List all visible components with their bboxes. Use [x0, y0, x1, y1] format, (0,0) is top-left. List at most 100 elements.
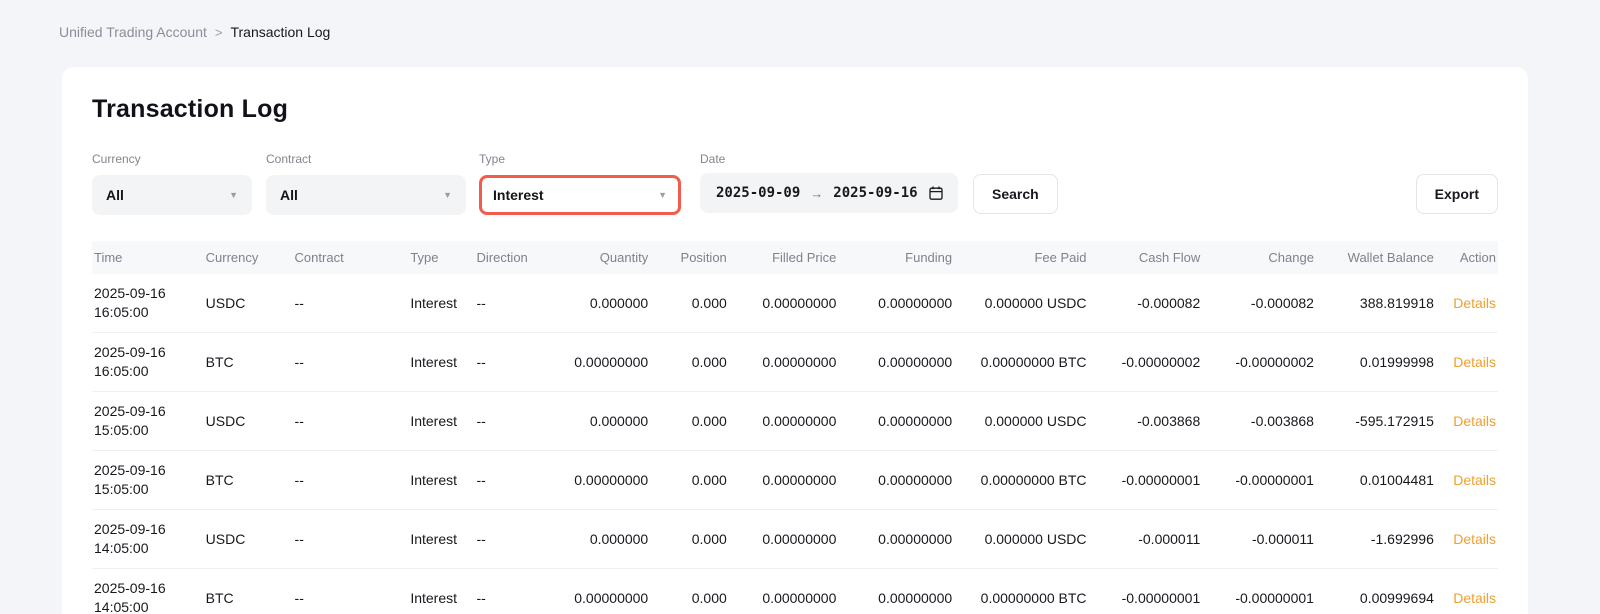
export-button[interactable]: Export — [1415, 174, 1498, 214]
cell-position: 0.000 — [650, 332, 729, 392]
transaction-table: Time Currency Contract Type Direction Quantit… — [92, 241, 1498, 614]
cell-position: 0.000 — [650, 450, 729, 510]
cell-filled_price: 0.00000000 — [728, 509, 839, 569]
page-title: Transaction Log — [92, 95, 289, 123]
col-header-wallet_balance: Wallet Balance — [1315, 241, 1436, 274]
details-link[interactable]: Details — [1453, 354, 1496, 370]
col-header-filled_price: Filled Price — [728, 241, 839, 274]
table-row: 2025-09-16 14:05:00 USDC -- Interest -- 0.0000… — [92, 509, 1498, 569]
cell-direction: -- — [474, 450, 556, 510]
search-button[interactable]: Search — [973, 174, 1058, 214]
cell-action: Details — [1435, 568, 1498, 614]
cell-quantity: 0.000000 — [555, 391, 651, 451]
cell-type: Interest — [408, 568, 475, 614]
contract-select-value: All — [280, 187, 298, 203]
cell-filled_price: 0.00000000 — [728, 450, 839, 510]
col-header-direction: Direction — [474, 241, 556, 274]
cell-time: 2025-09-16 15:05:00 — [92, 450, 204, 510]
table-row: 2025-09-16 16:05:00 BTC -- Interest -- 0.00000… — [92, 332, 1498, 392]
table-row: 2025-09-16 15:05:00 USDC -- Interest -- 0.0000… — [92, 391, 1498, 451]
details-link[interactable]: Details — [1453, 531, 1496, 547]
type-filter-group: Type Interest ▼ — [479, 152, 681, 215]
cell-cash_flow: -0.003868 — [1088, 391, 1203, 451]
cell-contract: -- — [292, 332, 409, 392]
cell-fee_paid: 0.00000000 BTC — [954, 450, 1089, 510]
col-header-action: Action — [1435, 241, 1498, 274]
breadcrumb: Unified Trading Account > Transaction Lo… — [59, 24, 330, 40]
cell-type: Interest — [408, 509, 475, 569]
cell-type: Interest — [408, 332, 475, 392]
table-row: 2025-09-16 15:05:00 BTC -- Interest -- 0.00000… — [92, 450, 1498, 510]
currency-select[interactable]: All ▼ — [92, 175, 252, 215]
cell-fee_paid: 0.00000000 BTC — [954, 332, 1089, 392]
cell-currency: USDC — [203, 391, 293, 451]
cell-fee_paid: 0.000000 USDC — [984, 295, 1087, 311]
cell-fee_paid: 0.000000 USDC — [954, 391, 1089, 451]
cell-wallet_balance: 0.01004481 — [1315, 450, 1436, 510]
cell-currency: BTC — [203, 332, 293, 392]
cell-currency: BTC — [203, 450, 293, 510]
cell-cash_flow: -0.000082 — [1137, 295, 1201, 311]
cell-contract: -- — [294, 295, 304, 311]
type-filter-label: Type — [479, 152, 506, 166]
cell-type: Interest — [408, 450, 475, 510]
col-header-currency: Currency — [203, 241, 293, 274]
arrow-right-icon: → — [810, 185, 824, 201]
cell-type: Interest — [408, 391, 475, 451]
cell-action: Details — [1435, 450, 1498, 510]
table-body: 2025-09-16 16:05:00 USDC -- Interest -- 0.0000… — [92, 274, 1498, 614]
type-select-value: Interest — [493, 187, 544, 203]
col-header-contract: Contract — [292, 241, 409, 274]
cell-currency: BTC — [203, 568, 293, 614]
cell-quantity: 0.00000000 — [555, 332, 651, 392]
breadcrumb-current: Transaction Log — [230, 24, 331, 40]
cell-change: -0.000011 — [1202, 509, 1316, 569]
cell-cash_flow: -0.00000002 — [1088, 332, 1203, 392]
cell-wallet_balance: 388.819918 — [1359, 295, 1434, 311]
col-header-time: Time — [92, 241, 204, 274]
cell-wallet_balance: 0.00999694 — [1315, 568, 1436, 614]
details-link[interactable]: Details — [1453, 413, 1496, 429]
cell-direction: -- — [474, 391, 556, 451]
currency-filter-label: Currency — [92, 152, 141, 166]
cell-position: 0.000 — [650, 391, 729, 451]
cell-wallet_balance: -1.692996 — [1315, 509, 1436, 569]
date-range-picker[interactable]: 2025-09-09 → 2025-09-16 — [700, 173, 958, 213]
col-header-fee_paid: Fee Paid — [954, 241, 1089, 274]
details-link[interactable]: Details — [1453, 295, 1496, 311]
transaction-log-card: Transaction Log Currency All ▼ Contract … — [62, 67, 1528, 614]
cell-wallet_balance: -595.172915 — [1315, 391, 1436, 451]
date-to-value: 2025-09-16 — [833, 185, 918, 201]
col-header-quantity: Quantity — [555, 241, 651, 274]
col-header-change: Change — [1202, 241, 1316, 274]
cell-time: 2025-09-16 16:05:00 — [92, 332, 204, 392]
cell-action: Details — [1436, 274, 1498, 333]
cell-filled_price: 0.00000000 — [762, 295, 837, 311]
table-row: 2025-09-16 16:05:00 USDC -- Interest -- 0.0000… — [92, 274, 1498, 333]
breadcrumb-parent-link[interactable]: Unified Trading Account — [59, 24, 207, 40]
table-header-row: Time Currency Contract Type Direction Quantit… — [92, 241, 1498, 274]
cell-funding: 0.00000000 — [838, 568, 955, 614]
filters-bar: Currency All ▼ Contract All ▼ Type Inter… — [92, 152, 1498, 224]
cell-quantity: 0.000000 — [555, 509, 651, 569]
cell-direction: -- — [476, 295, 486, 311]
cell-type: Interest — [410, 295, 458, 311]
type-select[interactable]: Interest ▼ — [479, 175, 681, 215]
cell-funding: 0.00000000 — [838, 450, 955, 510]
currency-select-value: All — [106, 187, 124, 203]
cell-currency: USDC — [203, 509, 293, 569]
cell-contract: -- — [292, 450, 409, 510]
export-group: Export — [1415, 174, 1498, 214]
cell-fee_paid: 0.00000000 BTC — [954, 568, 1089, 614]
cell-position: 0.000 — [650, 568, 729, 614]
cell-position: 0.000 — [650, 509, 729, 569]
cell-action: Details — [1435, 332, 1498, 392]
contract-select[interactable]: All ▼ — [266, 175, 466, 215]
details-link[interactable]: Details — [1453, 472, 1496, 488]
cell-filled_price: 0.00000000 — [728, 568, 839, 614]
currency-filter-group: Currency All ▼ — [92, 152, 252, 215]
col-header-position: Position — [650, 241, 729, 274]
date-filter-group: Date 2025-09-09 → 2025-09-16 — [700, 152, 958, 213]
table-row: 2025-09-16 14:05:00 BTC -- Interest -- 0.00000… — [92, 568, 1498, 614]
details-link[interactable]: Details — [1453, 590, 1496, 606]
